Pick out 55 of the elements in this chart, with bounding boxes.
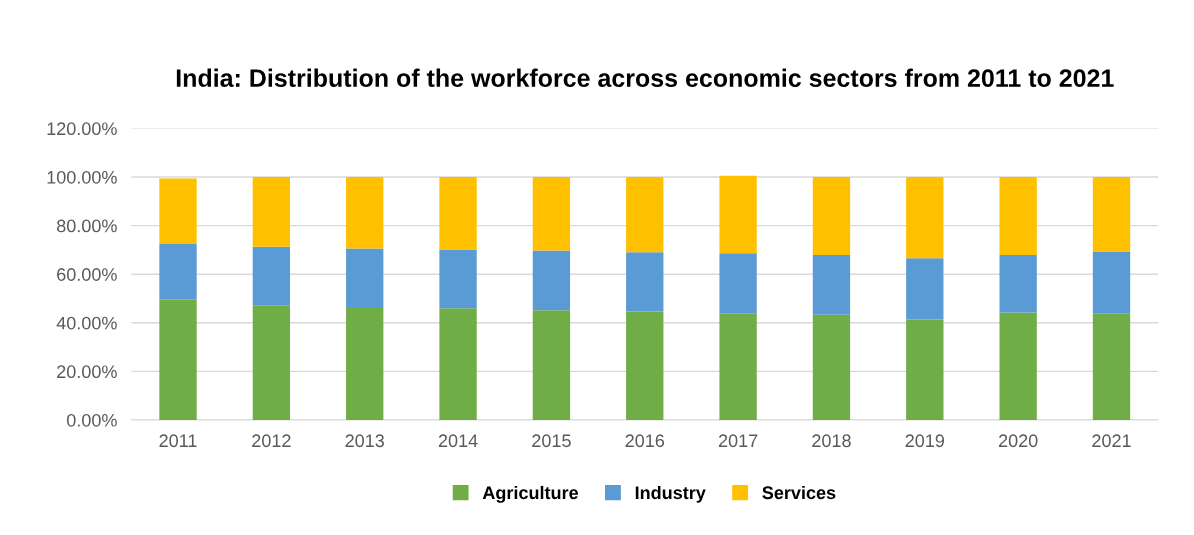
bar (812, 314, 851, 420)
bar (159, 178, 197, 245)
bar (346, 306, 384, 420)
x-tick-label: 2021 (1092, 434, 1131, 448)
x-tick-label: 2015 (532, 434, 571, 448)
y-tick-label: 20.00% (57, 365, 117, 379)
bar (719, 175, 757, 254)
bar (906, 319, 944, 420)
bar (906, 258, 944, 320)
x-tick-label: 2018 (812, 434, 851, 448)
legend-label: Agriculture (482, 485, 579, 503)
y-tick-label: 120.00% (47, 122, 117, 136)
bar (719, 313, 757, 420)
y-tick-label: 0.00% (66, 413, 117, 427)
bar (439, 308, 477, 420)
bar (1092, 251, 1131, 314)
bar (346, 248, 384, 307)
y-tick-label: 100.00% (47, 170, 117, 184)
x-tick-label: 2019 (905, 434, 945, 448)
bar (532, 310, 571, 420)
bar (346, 177, 384, 249)
bar (159, 244, 197, 300)
bar (719, 253, 757, 314)
x-tick-label: 2011 (159, 434, 197, 448)
bar (532, 177, 571, 251)
bar (626, 311, 664, 420)
bar (626, 177, 664, 253)
bar (159, 299, 197, 420)
bar (812, 254, 851, 315)
bar (999, 254, 1037, 313)
bar (1092, 177, 1131, 252)
y-tick-label: 60.00% (57, 268, 117, 281)
bar (906, 177, 944, 259)
x-tick-label: 2014 (438, 434, 478, 448)
x-tick-label: 2017 (718, 434, 758, 448)
chart-title: India: Distribution of the workforce across economic sectors from 2011 to 2021 (176, 68, 1114, 87)
bar (252, 246, 291, 306)
bar (439, 177, 477, 250)
bar (252, 177, 291, 247)
bar (999, 312, 1037, 420)
bar (532, 250, 571, 311)
bar (812, 177, 851, 255)
y-tick-label: 40.00% (56, 316, 117, 330)
x-tick-label: 2020 (998, 434, 1038, 448)
x-tick-label: 2012 (252, 434, 291, 448)
y-tick-label: 80.00% (57, 219, 117, 233)
x-tick-label: 2013 (345, 434, 384, 448)
bar (626, 252, 664, 312)
legend-label: Industry (635, 485, 706, 503)
bar (1092, 313, 1131, 420)
bar (999, 177, 1037, 255)
bar (439, 249, 477, 309)
bar (252, 305, 291, 420)
legend-label: Services (762, 485, 836, 500)
x-tick-label: 2016 (625, 434, 665, 448)
